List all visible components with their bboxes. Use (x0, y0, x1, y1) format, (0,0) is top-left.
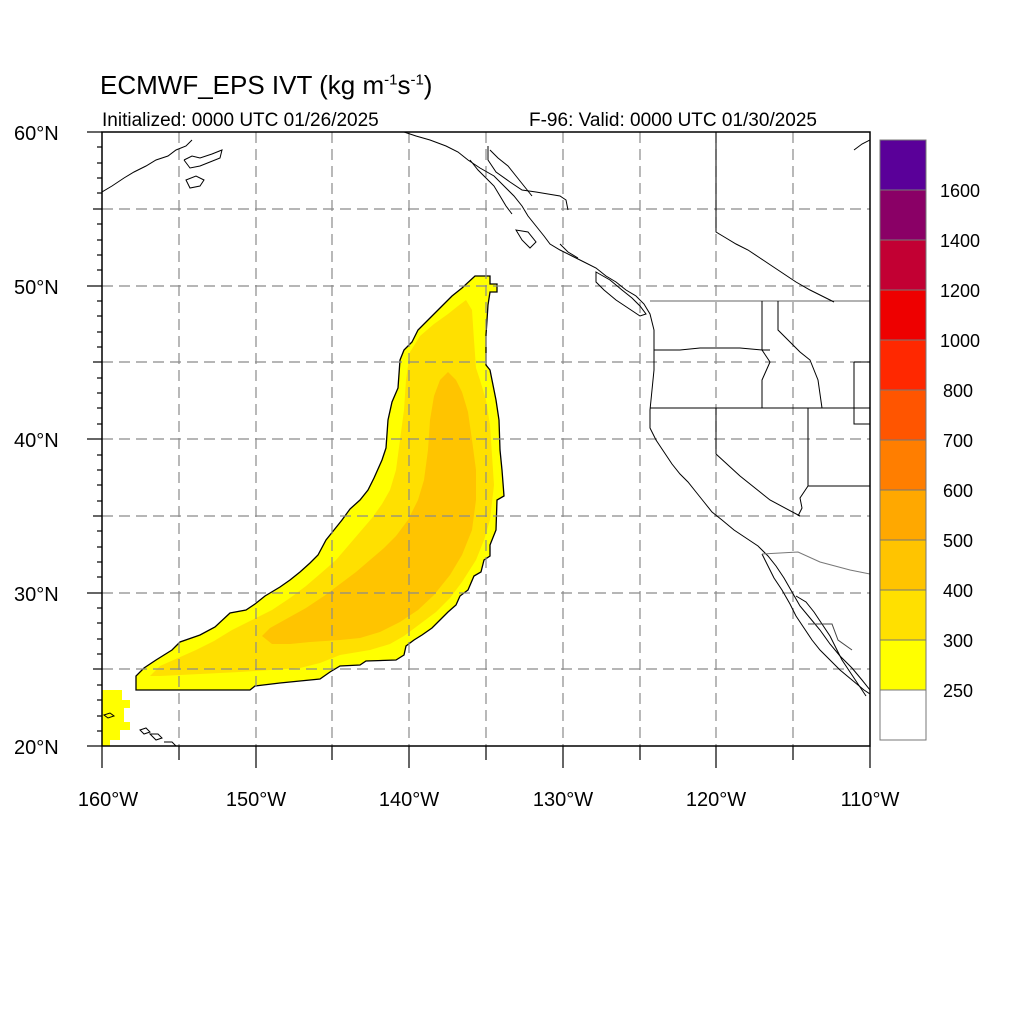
colorbar-label: 800 (943, 381, 973, 401)
ivt-contour-400 (262, 372, 476, 644)
colorbar-swatch (879, 689, 927, 741)
colorbar-swatch (879, 539, 927, 591)
lon-label: 160°W (78, 789, 138, 811)
valid-time-label: F-96: Valid: 0000 UTC 01/30/2025 (529, 110, 817, 131)
colorbar-label: 600 (943, 481, 973, 501)
colorbar-label: 1000 (940, 331, 980, 351)
lon-label: 120°W (686, 789, 746, 811)
colorbar-label: 700 (943, 431, 973, 451)
initialized-time-label: Initialized: 0000 UTC 01/26/2025 (102, 110, 379, 131)
colorbar-label: 250 (943, 681, 973, 701)
colorbar-labels: 1600 1400 1200 1000 800 700 600 500 400 … (940, 181, 980, 701)
colorbar-label: 500 (943, 531, 973, 551)
lon-labels: 160°W 150°W 140°W 130°W 120°W 110°W (78, 789, 900, 811)
colorbar-swatch (879, 189, 927, 241)
lon-label: 110°W (841, 789, 900, 811)
ivt-patch-hawaii (102, 690, 130, 746)
lon-ticks (101, 746, 871, 768)
colorbar-swatch (879, 289, 927, 341)
colorbar-swatch (879, 239, 927, 291)
colorbar-swatch (879, 339, 927, 391)
lat-label: 20°N (14, 737, 59, 759)
political-borders (487, 132, 870, 651)
colorbar-swatch (879, 139, 927, 191)
lat-labels: 60°N 50°N 40°N 30°N 20°N (14, 123, 59, 759)
lat-label: 30°N (14, 584, 59, 606)
colorbar-label: 1400 (940, 231, 980, 251)
colorbar-swatch (879, 489, 927, 541)
colorbar-label: 1600 (940, 181, 980, 201)
lon-label: 140°W (379, 789, 439, 811)
lat-label: 50°N (14, 277, 59, 299)
colorbar-label: 1200 (940, 281, 980, 301)
colorbar-swatch (879, 589, 927, 641)
lon-label: 130°W (533, 789, 593, 811)
coastlines (102, 132, 870, 746)
colorbar-swatch (879, 639, 927, 691)
lat-label: 40°N (14, 430, 59, 452)
lat-label: 60°N (14, 123, 59, 145)
ivt-field (135, 275, 505, 691)
colorbar-swatch (879, 389, 927, 441)
colorbar-label: 400 (943, 581, 973, 601)
colorbar-label: 300 (943, 631, 973, 651)
lon-label: 150°W (226, 789, 286, 811)
map-title: ECMWF_EPS IVT (kg m-1s-1) (100, 70, 433, 100)
colorbar (879, 139, 927, 741)
lat-ticks (87, 131, 102, 747)
colorbar-swatch (879, 439, 927, 491)
